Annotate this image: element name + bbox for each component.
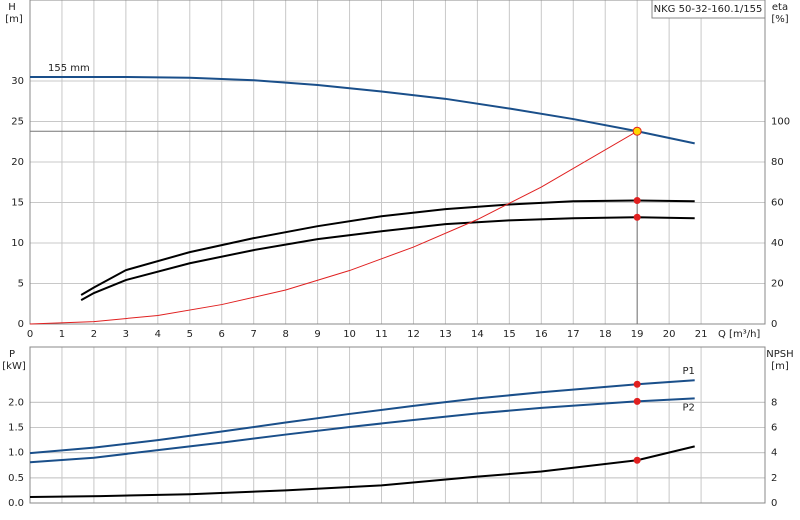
- y-axis-label: H: [8, 2, 16, 13]
- y-tick-label: 20: [11, 157, 24, 168]
- y2-tick-label: 4: [771, 448, 777, 459]
- series-line: [30, 75, 695, 145]
- duty-point: [633, 456, 641, 464]
- y2-tick-label: 0: [771, 498, 777, 509]
- x-tick-label: 2: [91, 329, 97, 340]
- y2-tick-label: 80: [771, 157, 784, 168]
- series-label: P1: [682, 366, 694, 377]
- series-line: [29, 379, 695, 455]
- x-tick-label: 0: [27, 329, 33, 340]
- x-tick-label: 7: [251, 329, 257, 340]
- x-tick-label: 15: [503, 329, 516, 340]
- x-tick-label: 5: [187, 329, 193, 340]
- y-tick-label: 5: [18, 279, 24, 290]
- operating-point: [632, 126, 642, 136]
- y-axis-label: P: [9, 349, 15, 360]
- y-tick-label: 2.0: [8, 397, 24, 408]
- series-line: [29, 130, 638, 325]
- chart-title: NKG 50-32-160.1/155: [654, 4, 763, 15]
- x-tick-label: 16: [535, 329, 548, 340]
- series-line: [80, 199, 695, 296]
- y2-tick-label: 8: [771, 397, 777, 408]
- y-axis-unit: [kW]: [2, 361, 26, 372]
- x-tick-label: 20: [663, 329, 676, 340]
- x-tick-label: 8: [282, 329, 288, 340]
- x-tick-label: 13: [439, 329, 452, 340]
- plot-frame: [29, 0, 766, 325]
- y2-tick-label: 0: [771, 319, 777, 330]
- x-tick-label: 1: [59, 329, 65, 340]
- x-tick-label: 14: [471, 329, 484, 340]
- y-tick-label: 25: [11, 117, 24, 128]
- duty-point: [633, 196, 641, 204]
- x-tick-label: 18: [599, 329, 612, 340]
- y-tick-label: 1.5: [8, 423, 24, 434]
- y-tick-label: 0: [18, 319, 24, 330]
- y2-tick-label: 100: [771, 117, 790, 128]
- y2-axis-label: eta: [772, 2, 788, 13]
- x-axis-label: Q [m³/h]: [718, 329, 760, 340]
- y2-axis-label: NPSH: [766, 349, 793, 360]
- x-tick-label: 9: [314, 329, 320, 340]
- y2-axis-unit: [%]: [771, 14, 788, 25]
- y-axis-unit: [m]: [5, 14, 23, 25]
- y2-tick-label: 6: [771, 423, 777, 434]
- y2-axis-unit: [m]: [771, 361, 789, 372]
- y-tick-label: 1.0: [8, 448, 24, 459]
- x-tick-label: 19: [631, 329, 644, 340]
- y2-tick-label: 60: [771, 198, 784, 209]
- x-tick-label: 21: [695, 329, 708, 340]
- series-line: [29, 397, 695, 464]
- x-tick-label: 17: [567, 329, 580, 340]
- y-tick-label: 0.0: [8, 498, 24, 509]
- x-tick-label: 11: [375, 329, 388, 340]
- y2-tick-label: 40: [771, 238, 784, 249]
- plot-frame: [29, 346, 766, 504]
- x-tick-label: 12: [407, 329, 420, 340]
- duty-point: [633, 380, 641, 388]
- y2-tick-label: 2: [771, 473, 777, 484]
- x-tick-label: 6: [219, 329, 225, 340]
- y-tick-label: 10: [11, 238, 24, 249]
- series-label: 155 mm: [48, 63, 90, 74]
- series-line: [80, 216, 695, 301]
- title-box: [651, 0, 766, 19]
- duty-point: [633, 213, 641, 221]
- series-line: [29, 445, 695, 498]
- y-tick-label: 0.5: [8, 473, 24, 484]
- x-tick-label: 10: [343, 329, 356, 340]
- duty-point: [633, 397, 641, 405]
- series-label: P2: [682, 402, 694, 413]
- y-tick-label: 30: [11, 76, 24, 87]
- x-tick-label: 4: [155, 329, 161, 340]
- y2-tick-label: 20: [771, 279, 784, 290]
- y-tick-label: 15: [11, 198, 24, 209]
- x-tick-label: 3: [123, 329, 129, 340]
